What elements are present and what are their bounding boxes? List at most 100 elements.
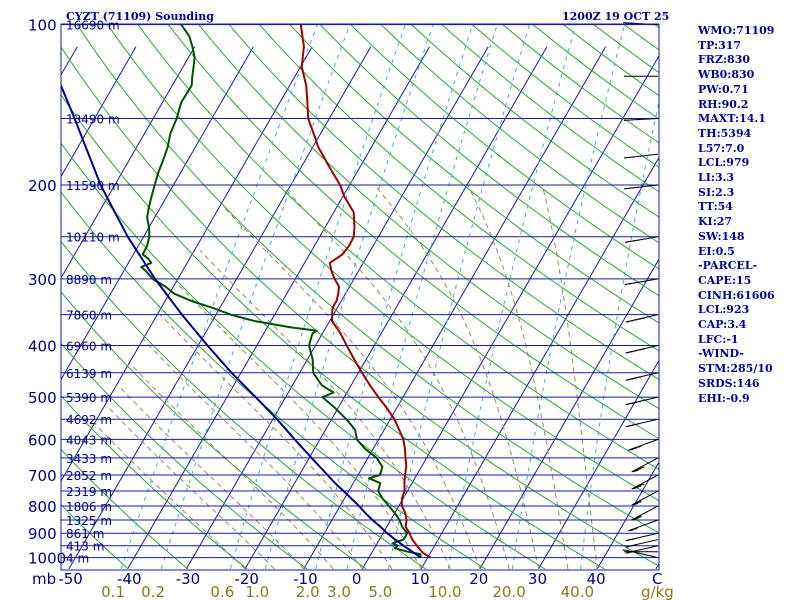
wind-barb: [631, 457, 659, 473]
pressure-tick-label: 800: [28, 498, 57, 516]
isotherm-line: [61, 46, 313, 483]
moist-adiabat-line: [467, 184, 569, 569]
temperature-tick-label: 30: [528, 570, 547, 588]
wind-barb: [625, 396, 659, 406]
moist-adiabat-line: [280, 184, 510, 570]
reference-lines: [61, 24, 659, 570]
height-label: 861 m: [66, 527, 104, 541]
sounding-time: 1200Z 19 OCT 25: [562, 10, 669, 23]
temperature-trace: [299, 24, 432, 559]
dry-adiabat-line: [61, 291, 367, 570]
moist-adiabat-line: [117, 384, 305, 570]
barb-feather: [634, 485, 642, 488]
isobar-lines: [61, 24, 659, 559]
index-item: SI:2.3: [698, 185, 735, 199]
barb-feather: [637, 466, 645, 469]
barb-feather: [631, 469, 639, 473]
dry-adiabat-line: [319, 24, 659, 297]
mixing-ratio-line: [447, 24, 576, 569]
station-title: CYZT (71109) Sounding: [66, 10, 214, 23]
dry-adiabat-line: [61, 503, 129, 570]
wind-barb: [631, 490, 659, 506]
dry-adiabat-line: [137, 24, 659, 470]
height-label: 16690 m: [66, 19, 120, 33]
temperature-unit-label: C: [652, 570, 662, 588]
isotherm-line: [479, 257, 659, 570]
index-item: -PARCEL-: [698, 259, 758, 273]
dry-adiabat-line: [61, 46, 659, 567]
index-item: CAP:3.4: [698, 318, 747, 332]
wind-barb: [625, 539, 659, 548]
wind-barb: [625, 545, 659, 554]
mixing-ratio-line: [346, 24, 498, 570]
index-item: TP:317: [698, 38, 742, 52]
height-label: 7860 m: [66, 309, 112, 323]
index-item: WMO:71109: [698, 24, 775, 37]
moist-adiabat-line: [106, 405, 275, 570]
height-label: 4043 m: [66, 433, 112, 447]
barb-staff: [623, 117, 659, 121]
mixing-ratio-label: 10.0: [428, 583, 461, 600]
mixing-ratio-label: 0.1: [101, 583, 125, 600]
index-item: CINH:61606: [698, 288, 775, 302]
mixing-ratio-line: [511, 24, 626, 569]
index-item: CAPE:15: [698, 273, 752, 287]
mixing-ratio-label: 1.0: [245, 583, 269, 600]
temperature-tick-label: 10: [411, 570, 430, 588]
index-item: WB0:830: [698, 68, 755, 82]
height-label: 11590 m: [66, 179, 120, 193]
index-item: SRDS:146: [698, 376, 760, 390]
dry-adiabat-line: [61, 240, 427, 570]
wind-barb: [625, 418, 659, 428]
temperature-tick-label: 40: [587, 570, 606, 588]
stability-indices-panel: WMO:71109 TP:317 FRZ:830 WB0:830 PW:0.71 RH:9…: [698, 24, 775, 406]
index-item: TT:54: [698, 200, 733, 214]
temperature-tick-label: -20: [234, 570, 259, 588]
isotherm-line: [68, 46, 372, 570]
height-label: 4692 m: [66, 413, 112, 427]
isotherm-line: [185, 46, 489, 570]
dry-adiabat-line: [61, 93, 605, 570]
mixing-ratio-line: [160, 24, 351, 570]
mixing-ratio-line: [229, 24, 406, 570]
pressure-tick-label: 400: [28, 337, 57, 355]
moist-adiabat-line: [374, 184, 540, 570]
index-item: SW:148: [698, 229, 745, 243]
dry-adiabat-line: [61, 448, 189, 570]
index-item: STM:285/10: [698, 362, 773, 376]
dry-adiabat-line: [106, 24, 659, 502]
dry-adiabat-line: [61, 395, 248, 570]
wind-barb: [631, 474, 659, 490]
wind-barb: [624, 278, 659, 285]
temperature-tick-label: 0: [352, 570, 362, 588]
mixing-ratio-line: [387, 24, 530, 570]
temperature-tick-label: -50: [58, 570, 83, 588]
temperature-tick-label: -30: [176, 570, 201, 588]
barb-feather: [634, 468, 642, 471]
dry-adiabat-line: [61, 342, 308, 570]
wind-barb: [625, 345, 659, 354]
pressure-unit-label: mb: [32, 570, 56, 588]
index-item: TH:5394: [698, 126, 752, 140]
index-item: FRZ:830: [698, 53, 751, 67]
dry-adiabat-line: [228, 24, 659, 381]
index-item: LCL:979: [698, 156, 750, 170]
dry-adiabat-line: [259, 24, 659, 352]
wind-barbs: [622, 22, 659, 559]
wind-barb: [628, 519, 659, 532]
index-item: LI:3.3: [698, 171, 735, 185]
mixing-ratio-unit-label: g/kg: [641, 583, 674, 600]
pressure-tick-label: 300: [28, 271, 57, 289]
moist-adiabat-line: [199, 249, 451, 570]
temperature-tick-label: -10: [293, 570, 318, 588]
dry-adiabat-line: [61, 142, 546, 570]
wind-barb: [623, 117, 659, 121]
pressure-tick-label: 600: [28, 431, 57, 449]
isotherm-line: [61, 46, 254, 381]
mixing-ratio-label: 20.0: [492, 583, 525, 600]
index-item: KI:27: [698, 215, 733, 229]
isotherm-line: [420, 156, 659, 570]
height-label: 6139 m: [66, 367, 112, 381]
index-item: L57:7.0: [698, 141, 745, 155]
